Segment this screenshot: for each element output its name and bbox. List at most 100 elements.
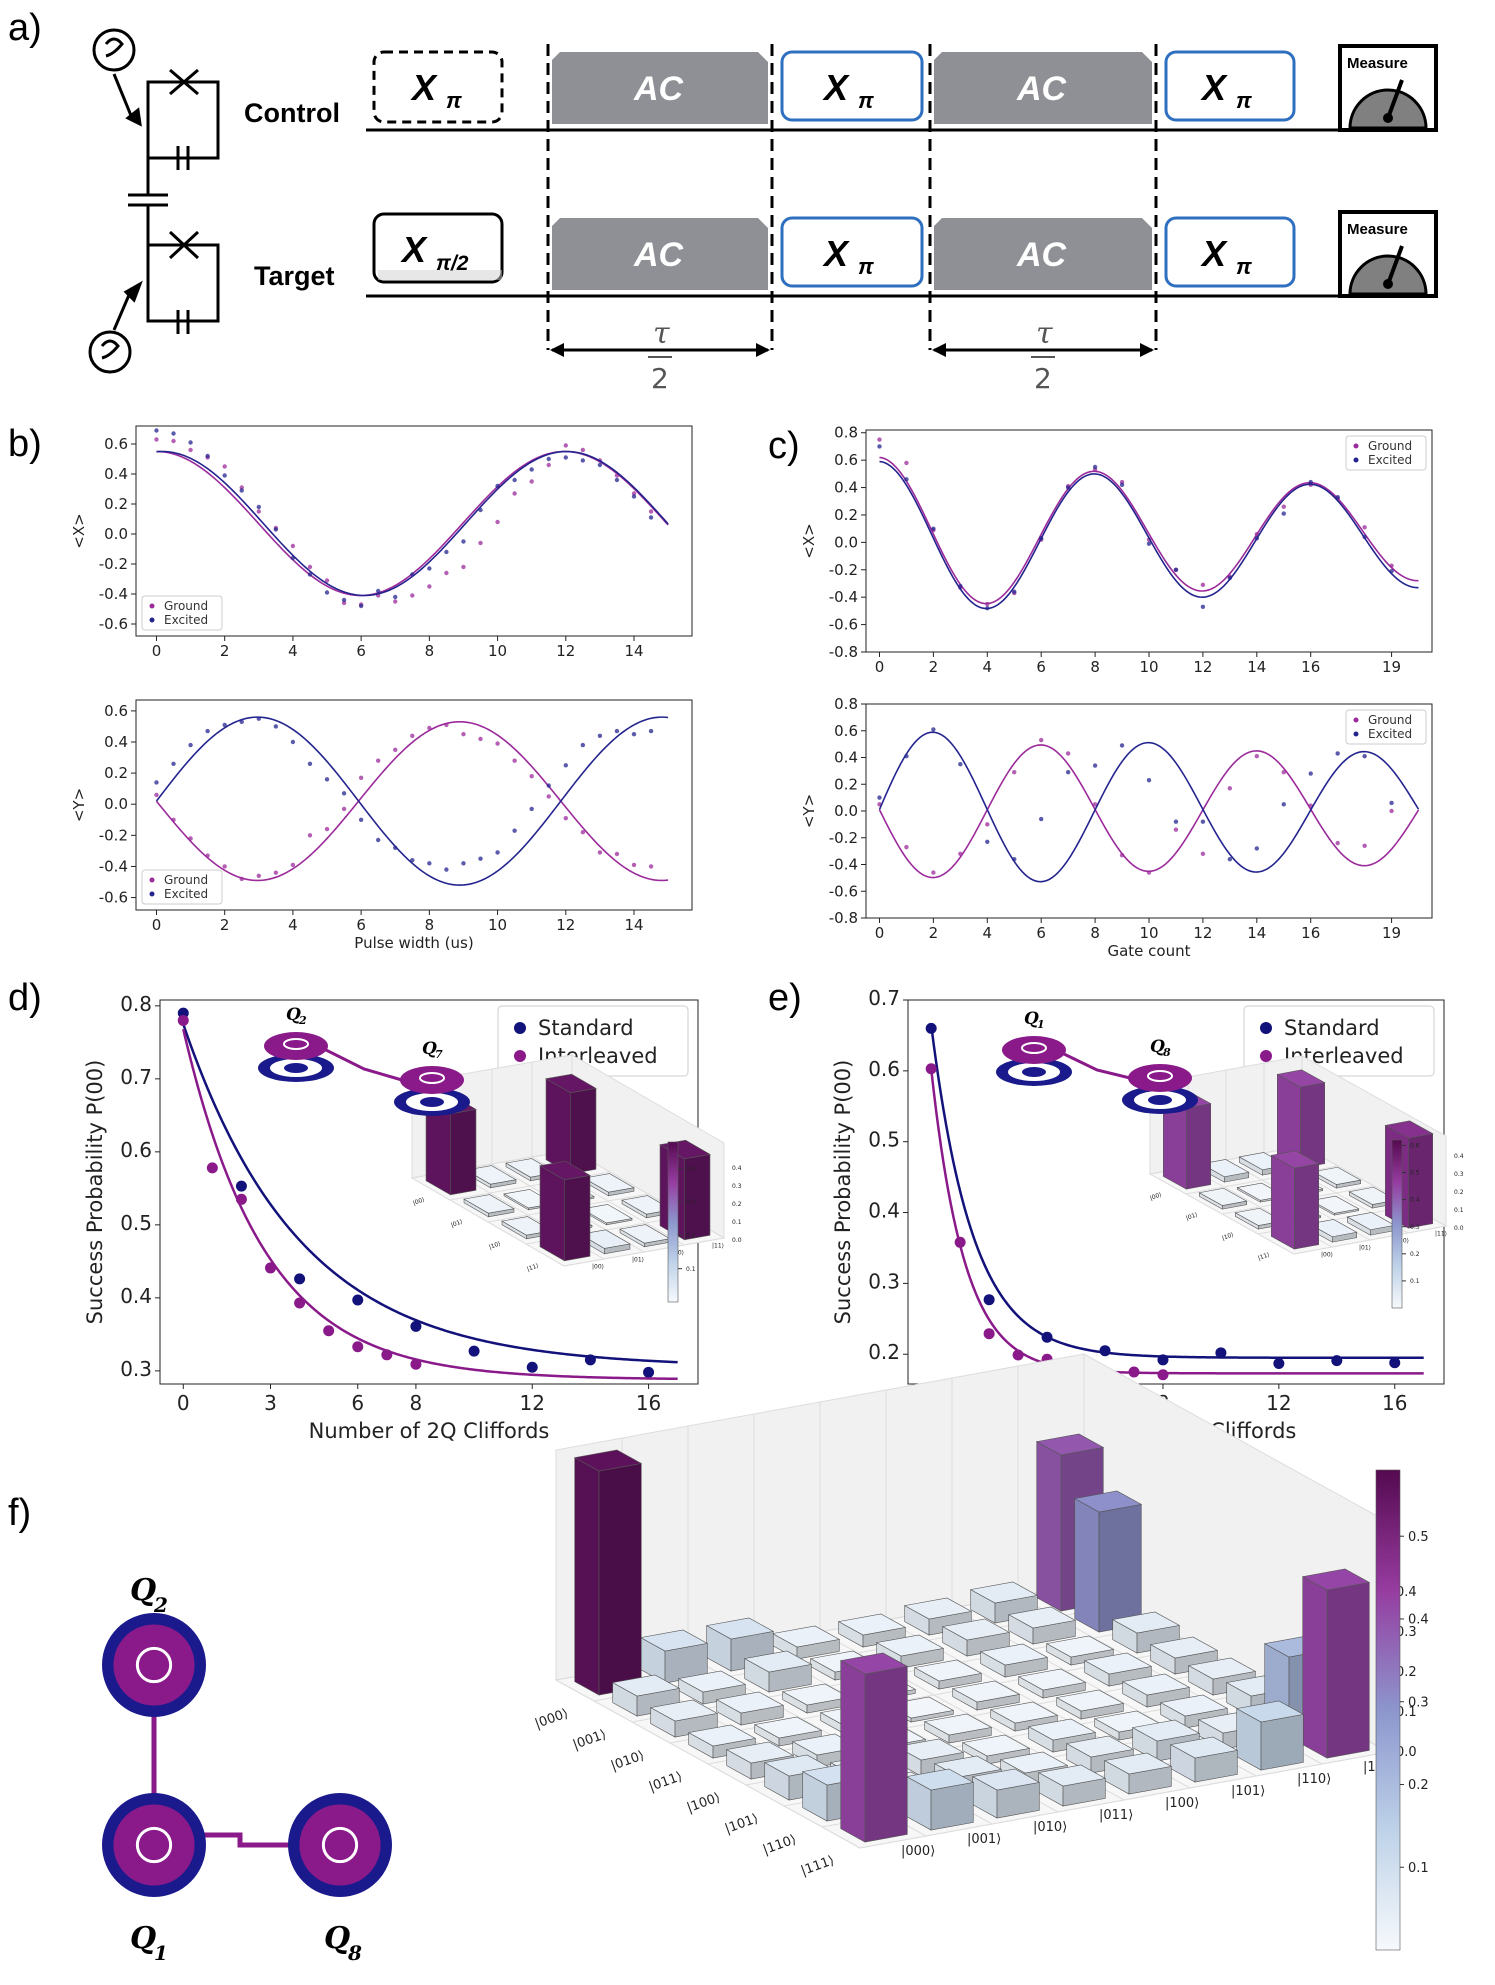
row-label: |101⟩ [723,1811,760,1837]
x-tick-label: 8 [1090,658,1100,676]
data-point-ground [461,732,466,737]
data-point-excited [1254,846,1260,851]
row-label: |11⟩ [526,1262,540,1273]
data-point-ground [495,519,500,525]
qubit-q2-ring-icon [135,1646,173,1684]
x-tick-label: 0 [875,658,885,676]
data-point-excited [341,791,347,796]
data-point-ground [529,479,534,484]
x-tick-label: 14 [624,642,643,660]
bar3d-bar [837,1613,907,1648]
data-point-ground [580,830,586,835]
x-tick-label: 0 [875,924,885,942]
row-label: |01⟩ [1185,1211,1199,1222]
data-point-excited [427,861,432,866]
data-point-ground [877,437,882,442]
data-point-interleaved [206,1162,218,1174]
data-point-ground [154,792,159,798]
bar-top-face [715,1691,785,1714]
data-point-ground [375,758,381,763]
qubit-schematic [88,28,220,374]
data-point-standard [526,1361,538,1373]
bar-top-face [1027,1718,1097,1741]
data-point-excited [1281,802,1286,807]
data-point-excited [877,444,882,449]
data-point-excited [1146,778,1152,783]
bar3d-bar [715,1691,785,1726]
data-point-excited [1038,536,1044,541]
y-tick-label: 0.7 [120,1065,152,1089]
data-point-excited [529,467,534,472]
chip-pad-0 [1002,1036,1066,1064]
bar-top-face [1200,1159,1250,1178]
z-tick-label: 0.4 [732,1165,742,1172]
bar-top-face [705,1617,775,1640]
data-point-interleaved [265,1262,277,1274]
row-label: |001⟩ [571,1727,608,1753]
data-point-excited [478,507,483,513]
bar3d-bar [903,1597,973,1636]
x-tick-label: 16 [1301,658,1320,676]
y-axis-label: Success Probability P(00) [83,1060,107,1325]
xpi-gate-box [780,50,924,122]
data-point-ground [188,836,193,841]
arrow-head-icon [125,107,142,127]
data-point-excited [495,850,500,855]
qubit-sub-left: 1 [154,1941,168,1965]
bar3d-bar [539,1160,591,1262]
data-point-excited [188,742,193,748]
bar-top-face [923,1713,993,1736]
x-tick-label: 19 [1382,658,1401,676]
bar-top-face [875,1634,945,1657]
legend-label: Standard [538,1016,634,1040]
data-point-ground [1389,563,1394,568]
data-point-excited [546,783,551,788]
gate-label: X [410,67,438,108]
data-point-ground [205,853,210,858]
data-point-excited [290,555,296,561]
ac-gate-box [552,52,768,124]
arrow-left-icon [550,343,564,357]
data-point-excited [1362,753,1367,759]
z-tick-label: 0.3 [1454,1171,1464,1178]
col-label: |101⟩ [1231,1784,1265,1799]
bar-top-face [579,1229,631,1249]
x-tick-label: 12 [1193,658,1212,676]
data-point-excited [358,603,364,609]
bar3d-bar [573,1449,643,1696]
y-tick-label: 0.4 [120,1284,152,1308]
bar3d-bar [941,1618,1011,1657]
y-tick-label: 0.8 [120,992,152,1016]
target-xpi2-gate: X π/2 [372,212,504,284]
y-tick-label: 0.4 [834,749,858,767]
bar3d-bar [545,1073,597,1175]
data-point-excited [239,488,244,493]
bar-side-face [864,1666,908,1843]
data-point-excited [648,728,654,734]
chart-f-bar3d: 0.40.30.20.10.0|000⟩|001⟩|010⟩|011⟩|100⟩… [533,1353,1429,1951]
bar-top-face [1149,1636,1219,1659]
bar-top-face [837,1613,907,1636]
tau-half-1: τ 2 [550,316,770,395]
y-tick-label: 0.0 [104,795,128,813]
sine-icon-2 [100,339,120,360]
chart-inset-e-bar3d: 0.4 0.3 0.2 0.1 0.0 |00⟩ |01⟩ |10⟩ |11⟩ |00⟩ |01⟩ |… [1148,1055,1464,1309]
y-axis-label: <X> [800,523,818,558]
data-point-ground [648,509,654,514]
data-point-ground [154,437,159,442]
data-point-excited [307,572,313,577]
x-tick-label: 4 [288,916,298,934]
data-point-excited [358,817,364,822]
fit-line-excited [879,460,1419,610]
data-point-excited [171,431,176,436]
bar-top-face [1121,1673,1191,1696]
data-point-excited [1119,743,1125,748]
data-point-excited [563,763,568,768]
measure-target: Measure [1338,210,1438,298]
data-point-excited [512,477,517,483]
data-point-interleaved [925,1063,937,1075]
bar-front-face [574,1457,600,1696]
legend-box [141,869,223,905]
bar-top-face [1310,1195,1360,1214]
legend-label: Ground [164,599,208,613]
